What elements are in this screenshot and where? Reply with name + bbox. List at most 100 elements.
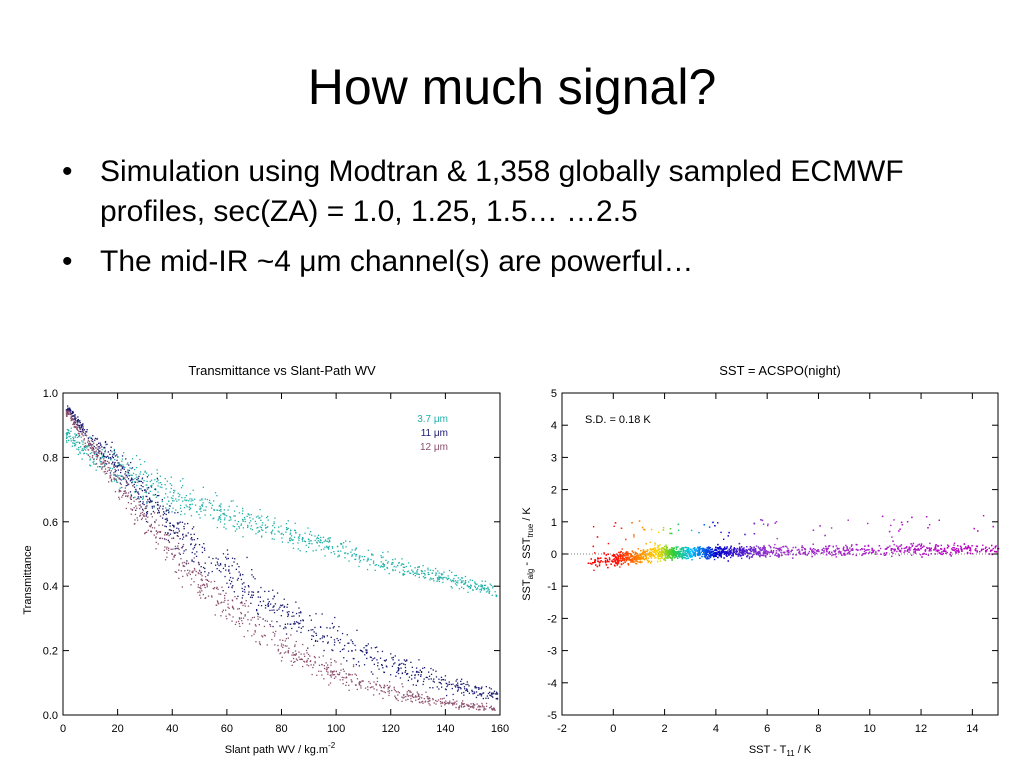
data-point bbox=[267, 605, 269, 607]
data-point bbox=[298, 537, 300, 539]
data-point bbox=[491, 695, 493, 698]
data-point bbox=[360, 685, 362, 687]
data-point bbox=[69, 409, 72, 411]
data-point bbox=[405, 696, 407, 698]
data-point bbox=[267, 602, 269, 604]
data-point bbox=[277, 648, 280, 651]
data-point bbox=[260, 605, 263, 607]
data-point bbox=[93, 463, 95, 465]
data-point bbox=[716, 549, 718, 551]
data-point bbox=[884, 548, 886, 550]
data-point bbox=[255, 641, 257, 643]
data-point bbox=[104, 451, 106, 453]
data-point bbox=[302, 620, 304, 622]
data-point bbox=[679, 552, 682, 554]
data-point bbox=[145, 507, 147, 510]
data-point bbox=[122, 466, 124, 468]
data-point bbox=[242, 536, 244, 538]
data-point bbox=[405, 565, 407, 568]
data-point bbox=[984, 547, 987, 550]
data-point bbox=[387, 686, 389, 688]
data-point bbox=[458, 706, 460, 708]
data-point bbox=[409, 690, 411, 692]
data-point bbox=[946, 551, 948, 554]
data-point bbox=[625, 551, 627, 553]
data-point bbox=[208, 556, 210, 558]
data-point bbox=[677, 553, 679, 555]
data-point bbox=[168, 541, 171, 544]
data-point bbox=[191, 539, 193, 541]
data-point bbox=[250, 525, 253, 527]
data-point bbox=[725, 552, 728, 554]
data-point bbox=[407, 695, 409, 697]
data-point bbox=[432, 699, 434, 701]
data-point bbox=[190, 543, 192, 546]
data-point bbox=[135, 466, 138, 469]
data-point bbox=[298, 656, 300, 658]
data-point bbox=[250, 596, 252, 598]
data-point bbox=[688, 555, 690, 557]
data-point bbox=[763, 545, 765, 547]
data-point bbox=[178, 563, 180, 565]
data-point bbox=[291, 627, 293, 630]
data-point bbox=[377, 564, 380, 567]
data-point bbox=[194, 504, 197, 506]
data-point bbox=[88, 440, 90, 443]
data-point bbox=[145, 490, 147, 492]
data-point bbox=[225, 615, 227, 617]
data-point bbox=[251, 529, 254, 531]
data-point bbox=[445, 577, 448, 579]
data-point bbox=[309, 660, 311, 663]
data-point bbox=[764, 555, 767, 557]
data-point bbox=[181, 586, 183, 588]
data-point bbox=[240, 613, 243, 615]
data-point bbox=[714, 553, 717, 556]
data-point bbox=[343, 648, 345, 650]
data-point bbox=[644, 558, 647, 560]
data-point bbox=[442, 702, 444, 704]
data-point bbox=[76, 429, 79, 431]
data-point bbox=[164, 518, 166, 520]
legend-entry: 11 μm bbox=[421, 428, 448, 439]
data-point bbox=[838, 547, 840, 550]
data-point bbox=[320, 536, 322, 539]
data-point bbox=[339, 679, 341, 681]
data-point bbox=[132, 485, 134, 487]
data-point bbox=[124, 466, 126, 469]
data-point bbox=[688, 551, 690, 553]
data-point bbox=[174, 571, 176, 573]
data-point bbox=[661, 553, 663, 555]
data-point bbox=[66, 436, 68, 439]
data-point bbox=[191, 498, 193, 500]
data-point bbox=[113, 450, 115, 452]
data-point bbox=[681, 554, 684, 556]
data-point bbox=[306, 661, 308, 663]
data-point bbox=[398, 692, 401, 694]
data-point bbox=[137, 497, 139, 500]
data-point bbox=[95, 455, 97, 457]
data-point bbox=[817, 549, 819, 551]
data-point bbox=[255, 516, 258, 518]
data-point bbox=[714, 549, 716, 551]
data-point bbox=[108, 481, 110, 483]
data-point bbox=[231, 565, 233, 567]
data-point bbox=[696, 553, 699, 555]
data-point bbox=[203, 547, 206, 549]
data-point bbox=[103, 458, 105, 460]
data-point bbox=[274, 517, 276, 519]
data-point bbox=[785, 545, 787, 547]
data-point bbox=[123, 478, 125, 480]
data-point bbox=[605, 564, 608, 566]
data-point bbox=[618, 551, 620, 554]
data-point bbox=[124, 492, 126, 494]
data-point bbox=[207, 595, 210, 597]
data-point bbox=[396, 564, 399, 567]
data-point bbox=[159, 537, 162, 539]
data-point bbox=[359, 555, 361, 557]
data-point bbox=[351, 649, 353, 652]
data-point bbox=[97, 466, 99, 468]
data-point bbox=[264, 604, 267, 607]
data-point bbox=[438, 580, 440, 583]
data-point bbox=[100, 451, 103, 453]
data-point bbox=[331, 649, 333, 651]
